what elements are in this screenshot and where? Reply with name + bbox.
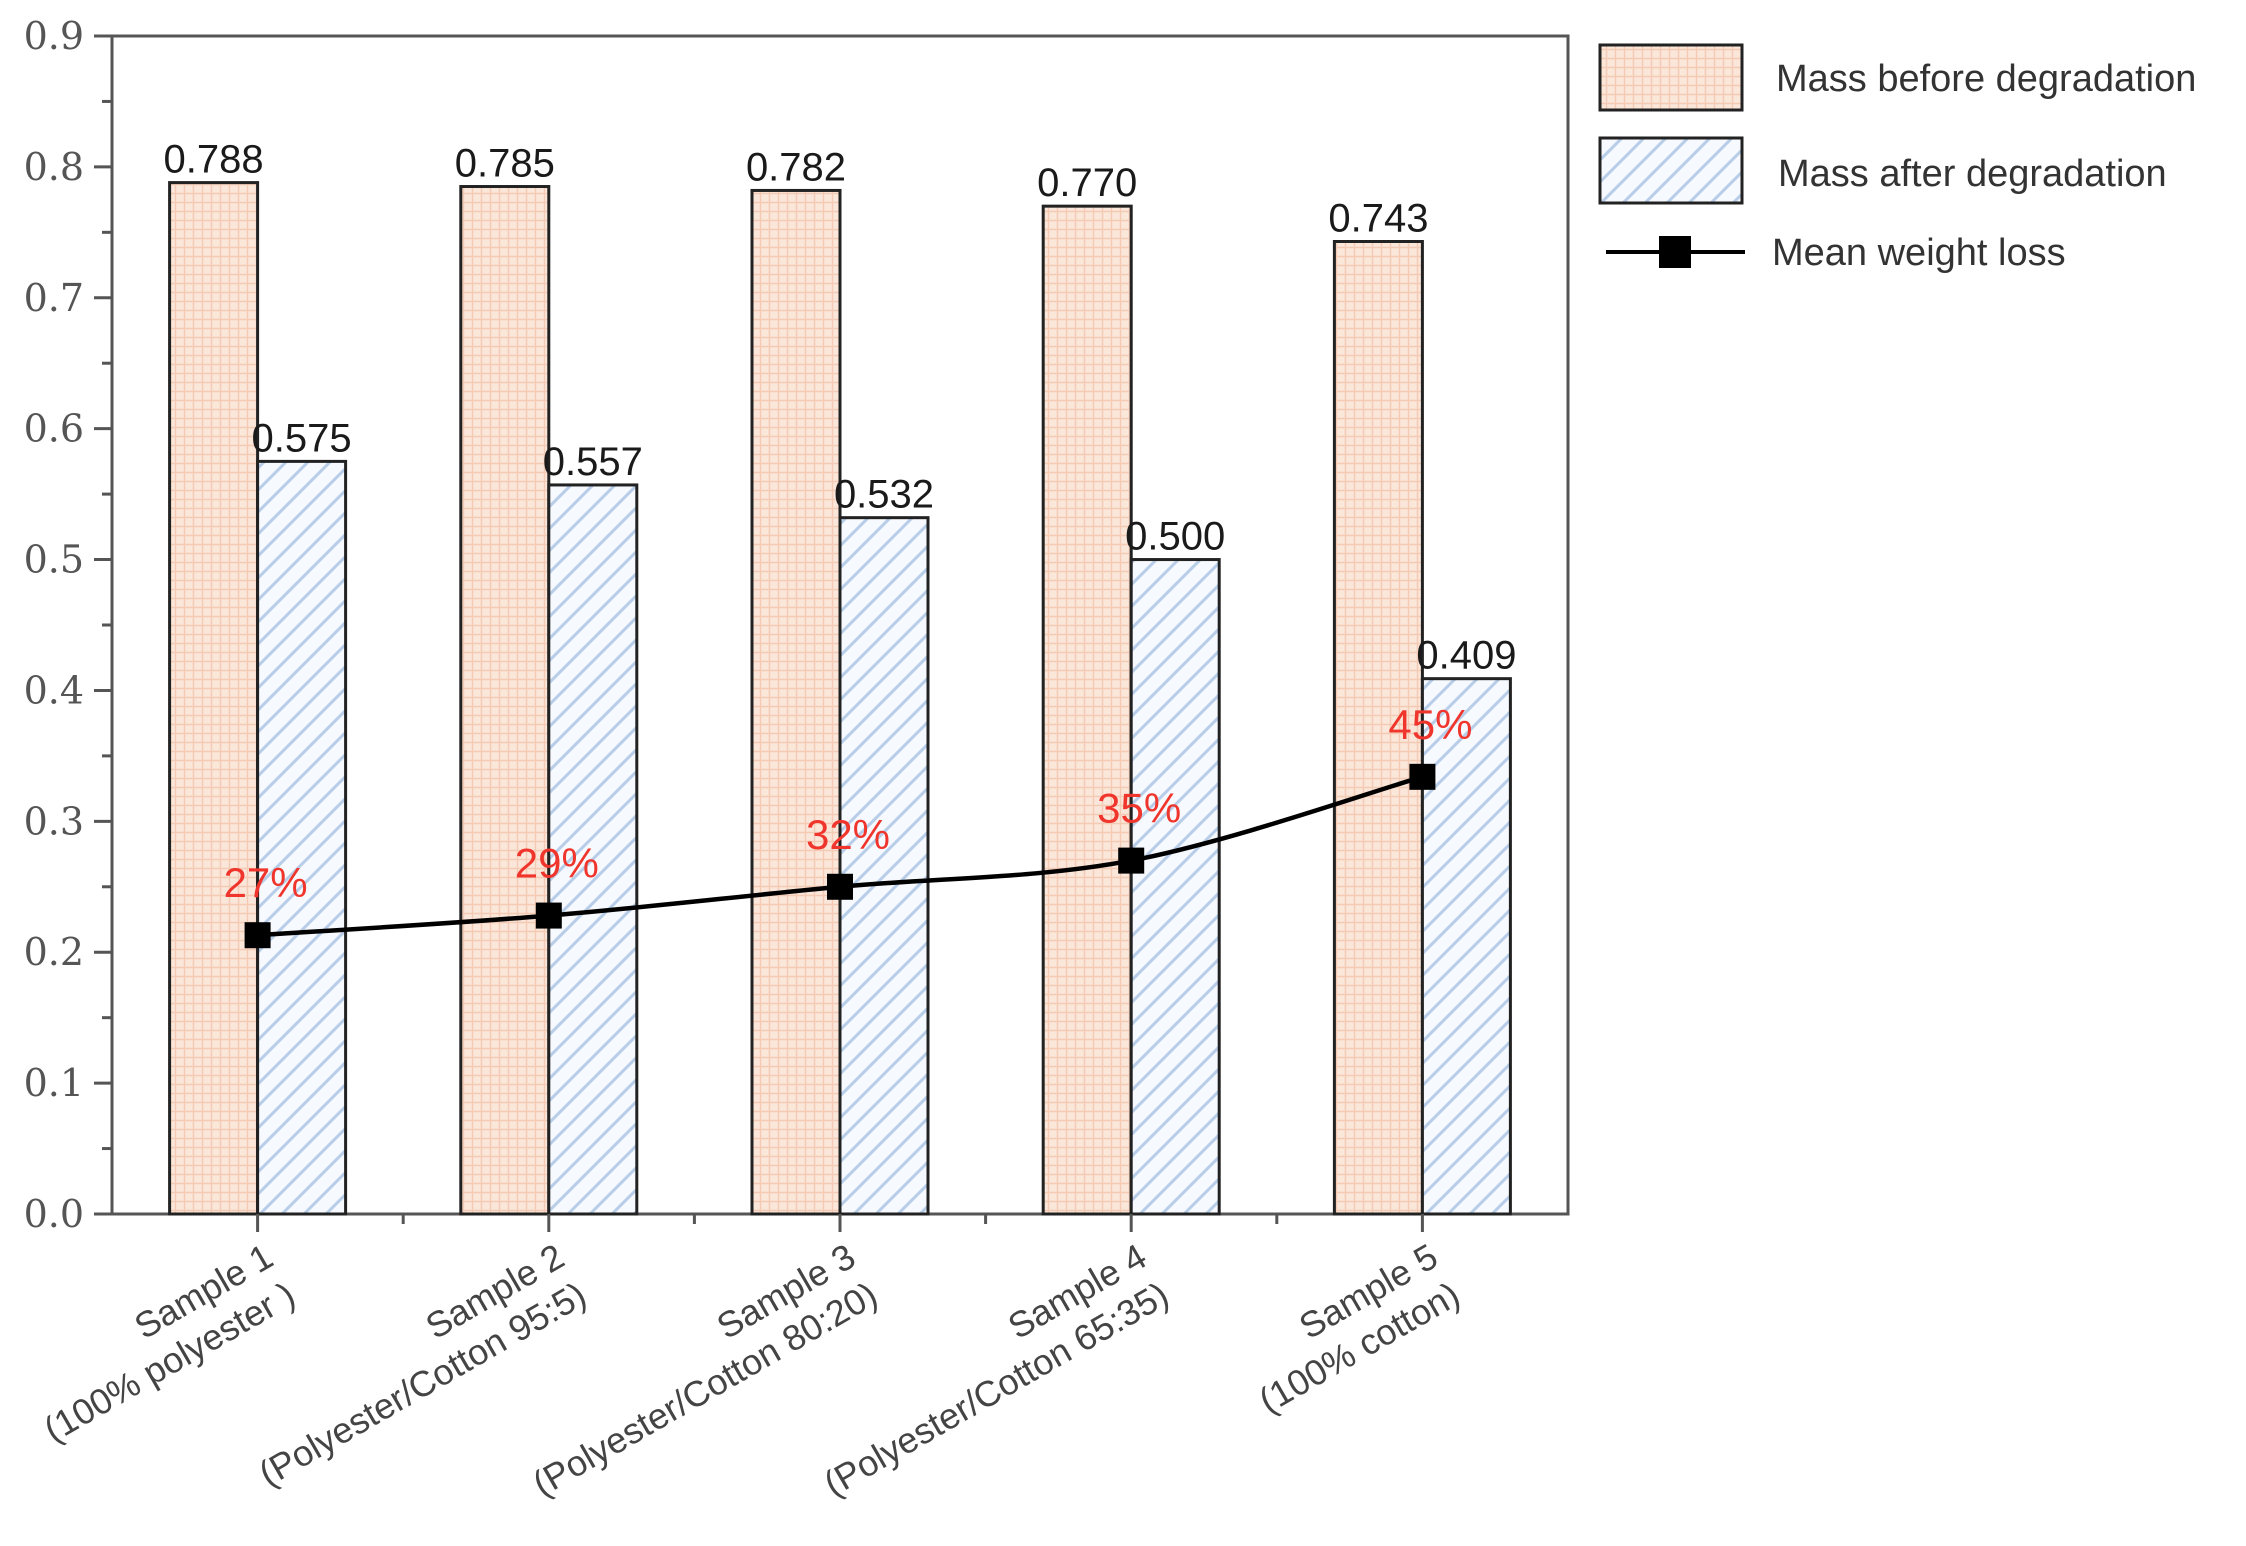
bar-before-degradation <box>1041 204 1133 1216</box>
bar-before-degradation <box>1332 239 1424 1216</box>
x-axis: Sample 1(100% polyester ) Sample 2(Polyes… <box>37 1214 1467 1504</box>
bar-before-degradation <box>750 188 842 1216</box>
bars <box>168 181 1512 1216</box>
bar-value-label: 0.743 <box>1328 196 1428 240</box>
legend-label-weight-loss: Mean weight loss <box>1772 232 2066 274</box>
bar-after-degradation <box>1129 558 1221 1216</box>
bar-value-label: 0.532 <box>834 473 934 517</box>
bar-after-degradation <box>256 459 348 1216</box>
y-tick-label: 0.5 <box>24 538 84 582</box>
weight-loss-percent-label: 27% <box>224 859 308 906</box>
weight-loss-labels: 27% 29% 32% 35% 45% <box>224 701 1473 906</box>
bar-value-label: 0.770 <box>1037 161 1137 205</box>
bar-value-label: 0.500 <box>1125 515 1225 559</box>
bar-value-labels: 0.788 0.575 0.785 0.557 0.782 0.532 0.770 0.500… <box>164 138 1517 678</box>
x-category-label: Sample 2(Polyester/Cotton 95:5) <box>252 1235 593 1494</box>
bar-value-label: 0.788 <box>164 138 264 182</box>
weight-loss-percent-label: 35% <box>1097 785 1181 832</box>
y-tick-label: 0.8 <box>24 145 84 189</box>
weight-loss-marker <box>244 922 271 949</box>
weight-loss-percent-label: 29% <box>515 840 599 887</box>
weight-loss-marker <box>1118 847 1145 874</box>
y-tick-label: 0.6 <box>24 407 84 451</box>
y-tick-label: 0.3 <box>24 799 84 843</box>
bar-value-label: 0.557 <box>543 440 643 484</box>
legend-marker-weight-loss <box>1659 236 1691 268</box>
weight-loss-marker <box>1409 763 1436 790</box>
bar-after-degradation <box>547 483 639 1216</box>
y-tick-label: 0.4 <box>24 668 84 712</box>
bar-before-degradation <box>459 185 551 1216</box>
weight-loss-marker <box>535 902 562 929</box>
x-category-label: Sample 1(100% polyester ) <box>37 1235 302 1450</box>
bar-value-label: 0.782 <box>746 145 846 189</box>
y-axis: 0.0 0.1 0.2 0.3 0.4 0.5 0.6 0.7 0.8 0.9 <box>24 14 112 1236</box>
bar-value-label: 0.785 <box>455 142 555 186</box>
bar-after-degradation <box>1420 677 1512 1216</box>
legend-label-after: Mass after degradation <box>1778 153 2167 195</box>
y-tick-label: 0.2 <box>24 930 84 974</box>
y-tick-label: 0.1 <box>24 1061 84 1105</box>
weight-loss-percent-label: 45% <box>1388 701 1472 748</box>
legend-swatch-before <box>1598 43 1744 112</box>
y-tick-label: 0.9 <box>24 14 84 58</box>
bar-before-degradation <box>168 181 260 1216</box>
legend-label-before: Mass before degradation <box>1776 58 2196 100</box>
weight-loss-percent-label: 32% <box>806 811 890 858</box>
legend-swatch-after <box>1598 136 1744 205</box>
bar-value-label: 0.575 <box>252 416 352 460</box>
x-category-label: Sample 5(100% cotton) <box>1252 1235 1467 1421</box>
y-tick-label: 0.0 <box>24 1192 84 1236</box>
y-tick-label: 0.7 <box>24 276 84 320</box>
weight-loss-marker <box>827 873 853 900</box>
mean-weight-loss-series <box>244 763 1436 949</box>
bar-value-label: 0.409 <box>1416 634 1516 678</box>
legend: Mass before degradation Mass after degra… <box>1598 43 2196 274</box>
bar-after-degradation <box>838 516 930 1216</box>
